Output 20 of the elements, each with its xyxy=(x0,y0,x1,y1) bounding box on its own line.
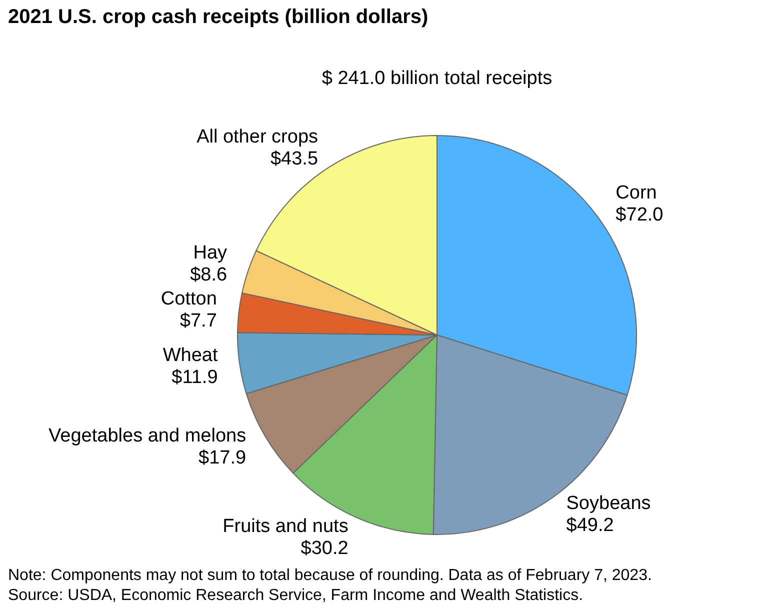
data-label: $30.2 xyxy=(300,538,348,560)
text: Note: Components may not sum to total because of rounding. Data as of February 7, 2023. xyxy=(8,566,652,586)
slice-label: Vegetables and melons xyxy=(48,426,246,447)
slice-label: Cotton xyxy=(160,288,217,310)
slice-label: Soybeans xyxy=(566,493,651,514)
slice-label: Hay xyxy=(193,242,228,264)
data-label: $17.9 xyxy=(198,448,246,469)
data-label: $8.6 xyxy=(190,264,228,286)
slice-label: Wheat xyxy=(162,344,218,366)
data-label: $43.5 xyxy=(270,148,318,170)
slice-label: Fruits and nuts xyxy=(222,516,348,538)
chart-title: 2021 U.S. crop cash receipts (billion dollars) xyxy=(8,6,428,29)
slice-label: Corn xyxy=(616,182,657,204)
slice-label: All other crops xyxy=(196,126,318,148)
data-label: $49.2 xyxy=(566,515,614,536)
data-label: $7.7 xyxy=(180,310,217,332)
source-note: Source: USDA, Economic Research Service, Farm Income and Wealth Statistics. xyxy=(8,586,584,606)
data-label: $72.0 xyxy=(616,204,664,226)
chart-subtitle: $ 241.0 billion total receipts xyxy=(320,68,554,90)
data-label: $11.9 xyxy=(172,366,218,388)
